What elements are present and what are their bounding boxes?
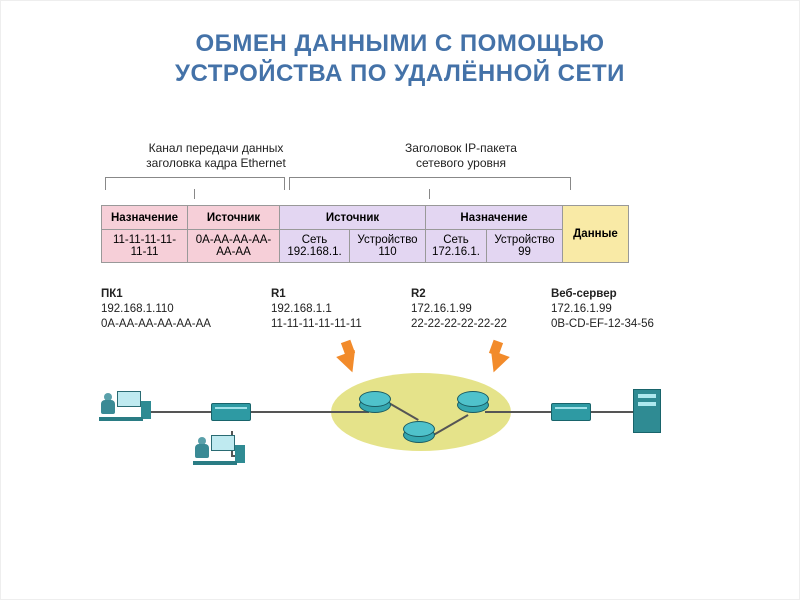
slide-title: ОБМЕН ДАННЫМИ С ПОМОЩЬЮ УСТРОЙСТВА ПО УД… (1, 29, 799, 89)
ethernet-bracket-stem (194, 189, 195, 199)
ip-bracket-label: Заголовок IP-пакета сетевого уровня (361, 141, 561, 171)
data-cell: Данные (562, 206, 628, 263)
packet-table: Назначение Источник Источник Назначение … (101, 205, 629, 263)
ip-src-host: Устройство 110 (350, 230, 426, 263)
ip-src-net: Сеть 192.168.1. (280, 230, 350, 263)
router-r2-icon (457, 389, 487, 419)
ethernet-bracket-label: Канал передачи данных заголовка кадра Et… (121, 141, 311, 171)
eth-src-value: 0A-AA-AA-AA-AA-AA (188, 230, 280, 263)
ip-dest-net: Сеть 172.16.1. (426, 230, 487, 263)
ethernet-bracket-line (105, 177, 285, 190)
wire-pc1-sw1 (141, 411, 219, 413)
pc1-label: ПК1 192.168.1.110 0A-AA-AA-AA-AA-AA (101, 287, 211, 332)
web-label: Веб-сервер 172.16.1.99 0B-CD-EF-12-34-56 (551, 287, 654, 332)
packet-value-row: 11-11-11-11-11-11 0A-AA-AA-AA-AA-AA Сеть… (102, 230, 629, 263)
user2-icon (195, 437, 209, 459)
desk1 (99, 417, 143, 421)
pc1-icon (117, 391, 141, 419)
orange-arrow-2-head (484, 350, 510, 376)
wire-sw1-r1 (249, 411, 369, 413)
r1-label: R1 192.168.1.1 11-11-11-11-11-11 (271, 287, 362, 332)
switch1-icon (211, 403, 251, 421)
switch2-icon (551, 403, 591, 421)
web-server-icon (633, 389, 661, 433)
eth-dest-header: Назначение (102, 206, 188, 230)
wire-r2-sw2 (485, 411, 559, 413)
network-diagram: Канал передачи данных заголовка кадра Et… (81, 141, 721, 481)
wire-sw2-srv (589, 411, 637, 413)
ip-bracket-line (289, 177, 571, 190)
router-r1-icon (359, 389, 389, 419)
ip-bracket-stem (429, 189, 430, 199)
eth-dest-value: 11-11-11-11-11-11 (102, 230, 188, 263)
pc2-icon (211, 435, 235, 463)
title-line-2: УСТРОЙСТВА ПО УДАЛЁННОЙ СЕТИ (175, 60, 625, 87)
user1-icon (101, 393, 115, 415)
orange-arrow-1-head (336, 350, 362, 376)
router-mid-icon (403, 419, 433, 449)
ip-dest-header: Назначение (426, 206, 563, 230)
eth-src-header: Источник (188, 206, 280, 230)
ip-dest-host: Устройство 99 (486, 230, 562, 263)
r2-label: R2 172.16.1.99 22-22-22-22-22-22 (411, 287, 507, 332)
ip-src-header: Источник (280, 206, 426, 230)
packet-header-row: Назначение Источник Источник Назначение … (102, 206, 629, 230)
title-line-1: ОБМЕН ДАННЫМИ С ПОМОЩЬЮ (196, 30, 605, 57)
desk2 (193, 461, 237, 465)
